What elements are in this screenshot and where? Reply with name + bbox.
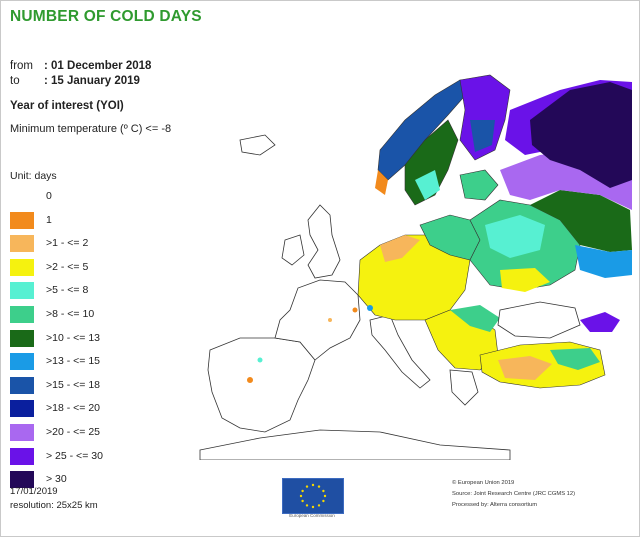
legend-label: >18 - <= 20 (46, 402, 101, 415)
balkans-green (450, 305, 500, 332)
ukraine-yellow (500, 268, 550, 292)
period-from: from : 01 December 2018 (10, 60, 151, 72)
legend-swatch (10, 423, 34, 441)
alps-orange-spot (352, 307, 358, 313)
france-orange-spot (328, 318, 332, 322)
russia-dark-purple (530, 82, 632, 188)
sweden-cyan (415, 170, 440, 200)
legend-label: >1 - <= 2 (46, 237, 89, 250)
from-value: : 01 December 2018 (44, 60, 152, 72)
alps-blue-spot (367, 305, 373, 311)
to-value: : 15 January 2019 (44, 75, 140, 87)
legend-swatch (10, 329, 34, 347)
legend-unit: Unit: days (10, 170, 57, 182)
eu-flag-logo (282, 478, 344, 514)
legend-label: >8 - <= 10 (46, 307, 95, 320)
legend-swatch (10, 258, 34, 276)
spain-cyan-spot (257, 357, 263, 363)
copyright-text: © European Union 2019 (452, 480, 515, 486)
ireland-land (281, 234, 305, 266)
map-title: NUMBER OF COLD DAYS (10, 8, 202, 25)
norway-orange-coast (375, 170, 388, 195)
russia-dark-green (530, 190, 632, 252)
legend-label: > 30 (46, 473, 67, 486)
legend-label: >13 - <= 15 (46, 355, 101, 368)
eu-logo-caption: European Commission (289, 513, 335, 518)
turkey-orange (498, 356, 552, 380)
legend-label: >2 - <= 5 (46, 260, 89, 273)
iceland-land (239, 134, 276, 156)
legend-swatch (10, 447, 34, 465)
eu-stars-icon (299, 483, 327, 509)
greece-land (449, 369, 479, 406)
north-africa-land (199, 429, 511, 460)
black-sea (497, 301, 581, 339)
legend-label: >20 - <= 25 (46, 425, 101, 438)
legend-label: >10 - <= 13 (46, 331, 101, 344)
central-europe-orange (380, 235, 420, 262)
threshold-label: Minimum temperature (º C) <= -8 (10, 123, 172, 135)
baltics-green (459, 169, 499, 201)
finland-purple (459, 74, 511, 161)
italy-land (369, 314, 431, 389)
legend-swatch (10, 305, 34, 323)
legend-label: > 25 - <= 30 (46, 449, 103, 462)
legend-swatch (10, 376, 34, 394)
source-text: Source: Joint Research Centre (JRC CGMS … (452, 491, 576, 497)
legend-label: >15 - <= 18 (46, 378, 101, 391)
legend-swatch (10, 188, 34, 205)
legend-label: 0 (46, 190, 52, 202)
legend-swatch (10, 353, 34, 371)
legend-label: 1 (46, 213, 52, 226)
yoi-label: Year of interest (YOI) (10, 100, 124, 112)
spain-orange-spot (247, 377, 253, 383)
to-label: to (10, 75, 20, 87)
ukraine-cyan (485, 215, 545, 258)
turkey-green (550, 348, 600, 370)
iberia-land (207, 337, 316, 433)
from-label: from (10, 60, 33, 72)
issue-date: 17/01/2019 (10, 486, 58, 497)
europe-cold-days-map (199, 74, 632, 460)
legend-swatch (10, 471, 34, 489)
caucasus-purple (580, 312, 620, 332)
legend-swatch (10, 400, 34, 418)
legend-swatch (10, 235, 34, 253)
legend-swatch (10, 211, 34, 229)
russia-blue (575, 245, 632, 278)
period-to: to : 15 January 2019 (10, 75, 140, 87)
legend-swatch (10, 282, 34, 300)
processed-text: Processed by: Alterra consortium (452, 502, 538, 508)
legend-label: >5 - <= 8 (46, 284, 89, 297)
finland-blue (470, 120, 495, 152)
resolution-label: resolution: 25x25 km (10, 500, 98, 511)
uk-land (307, 204, 341, 279)
